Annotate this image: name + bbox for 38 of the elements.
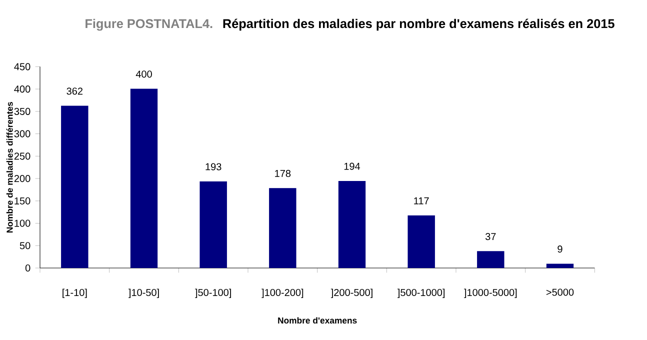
bar — [477, 251, 504, 268]
y-tick-label: 250 — [14, 152, 30, 160]
bar — [338, 180, 366, 268]
bar — [408, 215, 435, 268]
x-tick-label: [1-10] — [62, 288, 87, 298]
x-axis-title: Nombre d'examens — [278, 317, 357, 324]
bar — [200, 181, 227, 268]
data-label: 9 — [558, 246, 562, 253]
y-tick-label: 50 — [20, 242, 30, 250]
data-label: 178 — [275, 170, 291, 177]
x-tick-label: ]50-100] — [195, 288, 231, 298]
y-tick-label: 450 — [14, 63, 30, 70]
data-label: 193 — [206, 163, 222, 170]
data-label: 400 — [136, 70, 152, 78]
bar — [269, 188, 296, 268]
y-axis-title: Nombre de maladies différentes — [6, 102, 13, 232]
x-tick-label: ]500-1000] — [398, 288, 445, 298]
y-tick-label: 150 — [14, 197, 30, 204]
y-tick-label: 0 — [25, 264, 30, 272]
x-tick-label: ]10-50] — [128, 288, 159, 298]
bar — [61, 106, 88, 268]
chart-title: Répartition des maladies par nombre d'examens réalisés en 2015 — [223, 18, 614, 31]
y-tick-label: 400 — [14, 86, 30, 93]
y-tick-label: 300 — [14, 130, 30, 138]
y-tick-label: 350 — [14, 108, 30, 115]
x-tick-label: ]1000-5000] — [464, 288, 517, 298]
data-label: 362 — [66, 88, 83, 95]
data-label: 37 — [485, 232, 496, 240]
x-tick-label: ]200-500] — [330, 288, 372, 298]
y-tick-label: 200 — [14, 174, 30, 182]
x-tick-label: >5000 — [546, 288, 574, 296]
data-label: 194 — [344, 162, 360, 170]
bar — [546, 264, 574, 268]
y-tick-label: 100 — [14, 220, 30, 227]
x-tick-label: ]100-200] — [262, 288, 304, 298]
data-label: 117 — [414, 197, 429, 204]
bar — [130, 88, 158, 268]
text: Figure POSTNATAL4. — [86, 18, 212, 31]
